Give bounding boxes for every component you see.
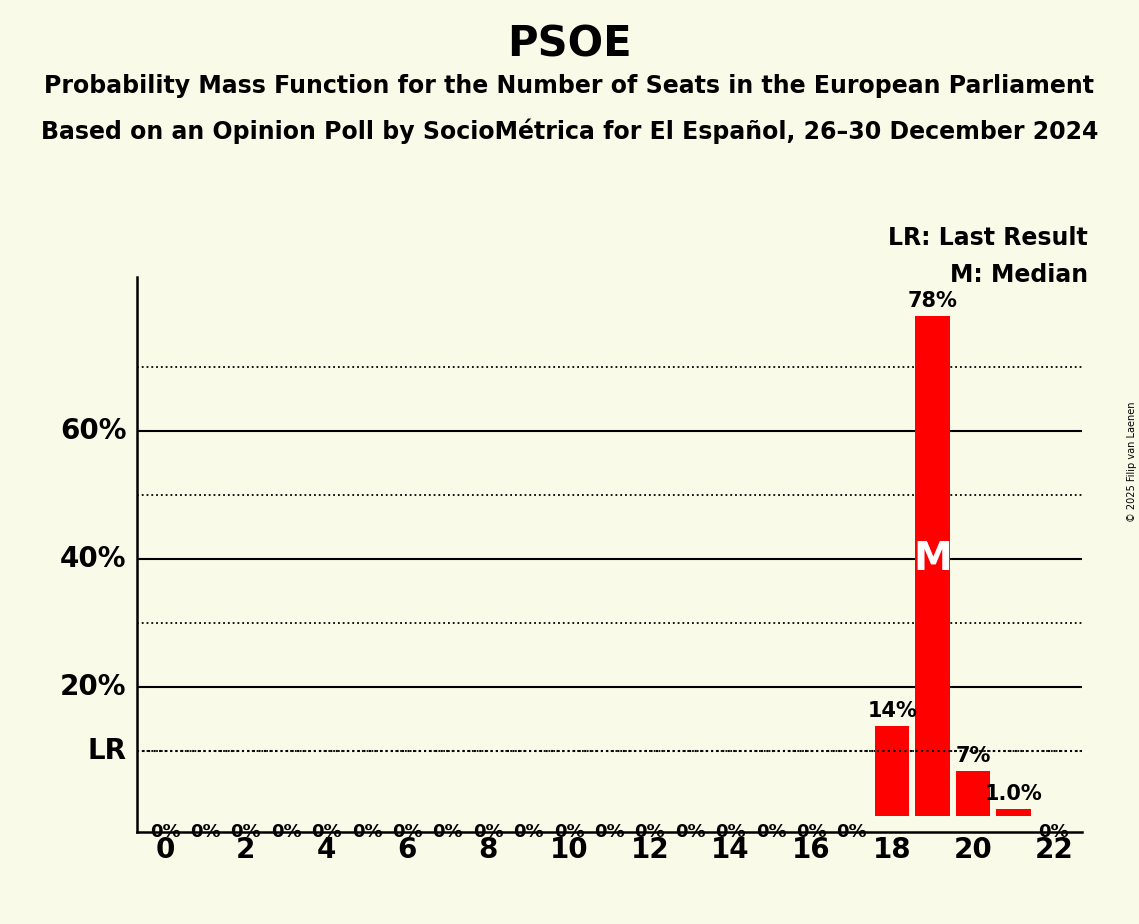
Bar [997,809,1031,816]
Bar [875,726,909,816]
Text: Probability Mass Function for the Number of Seats in the European Parliament: Probability Mass Function for the Number… [44,74,1095,98]
Text: 0%: 0% [715,823,746,841]
Text: 1.0%: 1.0% [984,784,1042,804]
Text: 0%: 0% [311,823,342,841]
Text: 0%: 0% [514,823,544,841]
Text: Based on an Opinion Poll by SocioMétrica for El Español, 26–30 December 2024: Based on an Opinion Poll by SocioMétrica… [41,118,1098,144]
Text: 0%: 0% [554,823,584,841]
Text: 78%: 78% [908,290,958,310]
Text: 14%: 14% [867,700,917,721]
Text: 20%: 20% [60,674,126,701]
Text: 0%: 0% [473,823,503,841]
Text: 60%: 60% [60,417,126,445]
Text: M: Median: M: Median [950,263,1088,287]
Text: 0%: 0% [796,823,827,841]
Text: 0%: 0% [230,823,261,841]
Bar [956,771,990,816]
Text: 0%: 0% [190,823,221,841]
Text: 0%: 0% [1039,823,1070,841]
Text: 7%: 7% [956,746,991,766]
Bar [916,316,950,816]
Text: 0%: 0% [352,823,383,841]
Text: 0%: 0% [392,823,423,841]
Text: 0%: 0% [755,823,786,841]
Text: PSOE: PSOE [507,23,632,65]
Text: 0%: 0% [433,823,464,841]
Text: 0%: 0% [595,823,624,841]
Text: 0%: 0% [271,823,302,841]
Text: 0%: 0% [836,823,867,841]
Text: LR: LR [88,737,126,765]
Text: © 2025 Filip van Laenen: © 2025 Filip van Laenen [1126,402,1137,522]
Text: M: M [913,541,952,578]
Text: 40%: 40% [60,545,126,573]
Text: 0%: 0% [674,823,705,841]
Text: LR: Last Result: LR: Last Result [888,226,1088,250]
Text: 0%: 0% [634,823,665,841]
Text: 0%: 0% [149,823,180,841]
